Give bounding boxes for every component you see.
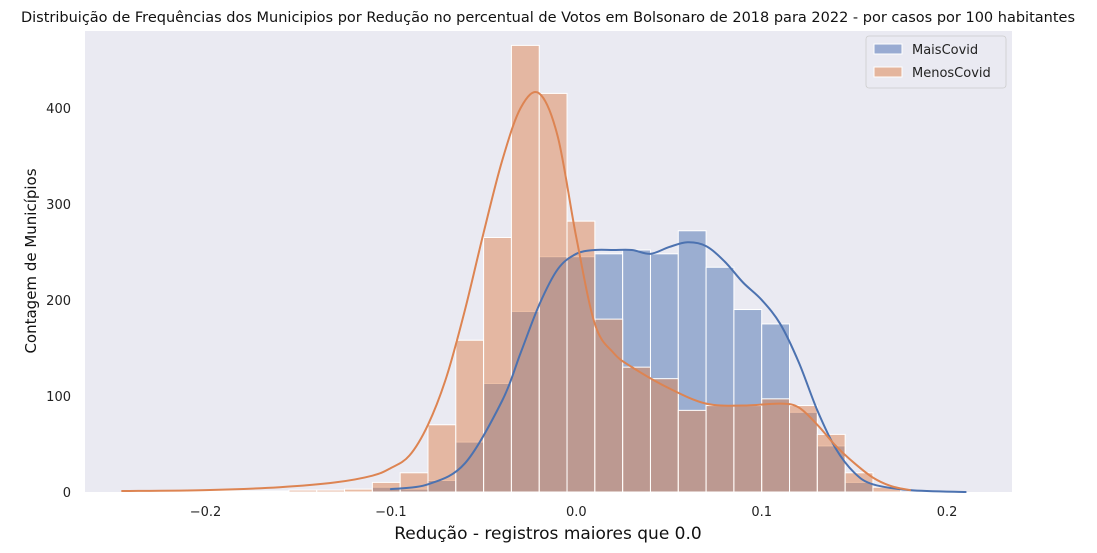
bar-menoscovid-20: [677, 409, 707, 493]
y-tick-label: 200: [46, 294, 71, 309]
bar-menoscovid-15: [538, 92, 568, 493]
bar-menoscovid-13: [483, 236, 512, 493]
bar-menoscovid-18: [622, 366, 651, 493]
kde-layer: [121, 91, 967, 493]
legend-swatch-maiscovid: [873, 43, 903, 55]
x-axis-label: Redução - registros maiores que 0.0: [394, 524, 701, 544]
bar-menoscovid-8: [344, 488, 373, 493]
bar-menoscovid-19: [649, 378, 679, 493]
bar-menoscovid-25: [816, 433, 846, 493]
chart-title: Distribuição de Frequências dos Municipi…: [21, 10, 1075, 26]
bar-menoscovid-22: [733, 405, 763, 493]
kde-line-menoscovid: [121, 91, 912, 493]
x-tick-label: 0.0: [566, 505, 587, 520]
x-tick-label: 0.1: [751, 505, 772, 520]
y-tick-label: 400: [46, 102, 71, 117]
legend-label-menoscovid: MenosCovid: [912, 66, 991, 81]
bar-menoscovid-5: [260, 490, 290, 493]
bar-menoscovid-9: [371, 481, 401, 493]
legend-swatch-menoscovid: [873, 66, 903, 78]
y-ticks: 0 100 200 300 400: [46, 102, 71, 501]
bar-menoscovid-17: [594, 318, 624, 493]
y-tick-label: 0: [63, 486, 71, 501]
bar-menoscovid-6: [288, 489, 318, 493]
x-tick-label: 0.2: [937, 505, 958, 520]
bar-menoscovid-21: [705, 405, 735, 493]
bar-menoscovid-26: [844, 472, 874, 493]
bar-menoscovid-24: [789, 405, 818, 493]
bar-menoscovid-3: [205, 490, 234, 493]
bar-menoscovid-23: [761, 398, 791, 493]
y-tick-label: 100: [46, 390, 71, 405]
x-tick-label: −0.1: [375, 505, 407, 520]
legend: MaisCovid MenosCovid: [865, 35, 1007, 89]
x-ticks: −0.2 −0.1 0.0 0.1 0.2: [190, 505, 958, 520]
kde-line-maiscovid: [389, 241, 967, 493]
bar-menoscovid-14: [510, 44, 540, 493]
y-axis-label: Contagem de Municípios: [22, 168, 40, 353]
legend-label-maiscovid: MaisCovid: [912, 43, 978, 58]
bar-menoscovid-11: [427, 424, 457, 493]
y-tick-label: 300: [46, 198, 71, 213]
bar-menoscovid-7: [316, 489, 346, 493]
bar-menoscovid-4: [232, 490, 262, 493]
x-tick-label: −0.2: [190, 505, 222, 520]
